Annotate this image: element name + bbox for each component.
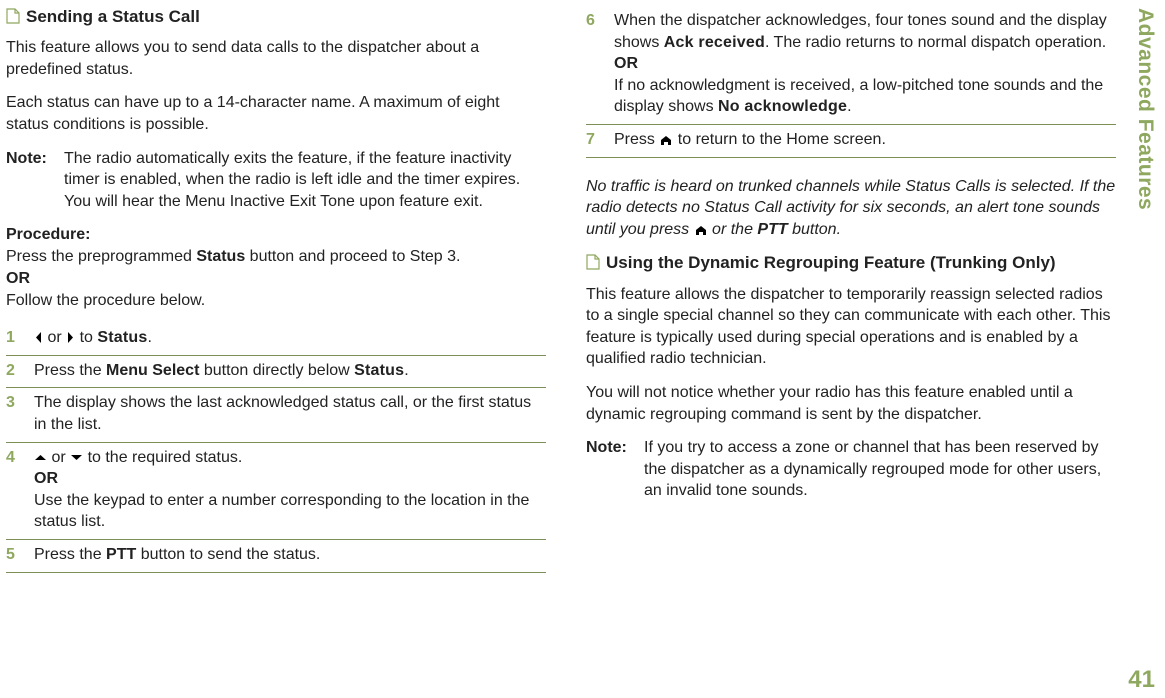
- step-body: Press to return to the Home screen.: [614, 129, 1116, 151]
- proc-text-3: Follow the procedure below.: [6, 292, 205, 309]
- proc-text-1: Press the preprogrammed: [6, 248, 196, 265]
- intro-paragraph-1: This feature allows you to send data cal…: [6, 37, 546, 80]
- dynreg-p2: You will not notice whether your radio h…: [586, 382, 1116, 425]
- step-2: 2 Press the Menu Select button directly …: [6, 356, 546, 389]
- step-number: 2: [6, 360, 34, 382]
- s6-d: .: [847, 98, 851, 115]
- s6-ui2: No acknowledge: [718, 98, 847, 115]
- s2-a: Press the: [34, 362, 106, 379]
- section-heading-row: Sending a Status Call: [6, 6, 546, 27]
- s2-b: button directly below: [199, 362, 354, 379]
- home-icon: [659, 134, 673, 146]
- s5-a: Press the: [34, 546, 106, 563]
- step-7: 7 Press to return to the Home screen.: [586, 125, 1116, 158]
- s7-a: Press: [614, 131, 659, 148]
- dynreg-p1: This feature allows the dispatcher to te…: [586, 284, 1116, 370]
- heading-dynamic-regrouping: Using the Dynamic Regrouping Feature (Tr…: [606, 252, 1056, 273]
- s6-ui1: Ack received: [664, 34, 765, 51]
- italic-ptt: PTT: [757, 221, 787, 238]
- note-block-2: Note: If you try to access a zone or cha…: [586, 437, 1116, 502]
- step-1: 1 or to Status.: [6, 323, 546, 356]
- document-icon: [6, 8, 20, 24]
- down-arrow-icon: [70, 453, 83, 462]
- s6-b: . The radio returns to normal dispatch o…: [765, 34, 1106, 51]
- s2-ui: Status: [354, 362, 404, 379]
- left-arrow-icon: [34, 331, 43, 344]
- right-column: 6 When the dispatcher acknowledges, four…: [556, 6, 1116, 690]
- section-heading-row-2: Using the Dynamic Regrouping Feature (Tr…: [586, 252, 1116, 273]
- step-6: 6 When the dispatcher acknowledges, four…: [586, 6, 1116, 125]
- s4-b: Use the keypad to enter a number corresp…: [34, 492, 529, 531]
- s5-b: button to send the status.: [136, 546, 320, 563]
- italic-c: button.: [788, 221, 841, 238]
- document-icon: [586, 254, 600, 270]
- step-number: 4: [6, 447, 34, 533]
- step-5: 5 Press the PTT button to send the statu…: [6, 540, 546, 573]
- s4-OR: OR: [34, 470, 58, 487]
- step-body: Press the PTT button to send the status.: [34, 544, 546, 566]
- s7-b: to return to the Home screen.: [673, 131, 886, 148]
- note-body: If you try to access a zone or channel t…: [644, 437, 1116, 502]
- proc-or: OR: [6, 270, 30, 287]
- proc-text-2: button and proceed to Step 3.: [245, 248, 460, 265]
- up-arrow-icon: [34, 453, 47, 462]
- note-body: The radio automatically exits the featur…: [64, 148, 546, 213]
- s5-ptt: PTT: [106, 546, 136, 563]
- s2-menu-select: Menu Select: [106, 362, 199, 379]
- step-body: or to the required status. OR Use the ke…: [34, 447, 546, 533]
- proc-status-word: Status: [196, 248, 245, 265]
- step-number: 1: [6, 327, 34, 349]
- step-4: 4 or to the required status. OR Use the …: [6, 443, 546, 540]
- home-icon: [694, 224, 708, 236]
- s4-or: or: [47, 449, 70, 466]
- step-number: 3: [6, 392, 34, 435]
- s2-dot: .: [404, 362, 408, 379]
- left-column: Sending a Status Call This feature allow…: [6, 6, 556, 690]
- manual-page: Sending a Status Call This feature allow…: [0, 0, 1165, 698]
- procedure-body: Press the preprogrammed Status button an…: [6, 246, 546, 311]
- step-body: When the dispatcher acknowledges, four t…: [614, 10, 1116, 118]
- note-block: Note: The radio automatically exits the …: [6, 148, 546, 213]
- step1-ui: Status: [97, 329, 147, 346]
- note-label: Note:: [586, 437, 644, 502]
- italic-b: or the: [708, 221, 758, 238]
- step1-to: to: [75, 329, 97, 346]
- note-label: Note:: [6, 148, 64, 213]
- step-3: 3 The display shows the last acknowledge…: [6, 388, 546, 442]
- s6-c: If no acknowledgment is received, a low-…: [614, 77, 1103, 116]
- page-number: 41: [1128, 666, 1155, 694]
- s6-OR: OR: [614, 55, 638, 72]
- step1-or: or: [43, 329, 66, 346]
- step1-dot: .: [147, 329, 151, 346]
- step-body: Press the Menu Select button directly be…: [34, 360, 546, 382]
- intro-paragraph-2: Each status can have up to a 14-characte…: [6, 92, 546, 135]
- status-call-italic-note: No traffic is heard on trunked channels …: [586, 176, 1116, 241]
- step-body: The display shows the last acknowledged …: [34, 392, 546, 435]
- side-tab-label: Advanced Features: [1133, 8, 1157, 210]
- procedure-label: Procedure:: [6, 226, 546, 244]
- step-number: 6: [586, 10, 614, 118]
- step-body: or to Status.: [34, 327, 546, 349]
- right-arrow-icon: [66, 331, 75, 344]
- s4-a: to the required status.: [83, 449, 242, 466]
- italic-a: No traffic is heard on trunked channels …: [586, 178, 1115, 238]
- heading-sending-status-call: Sending a Status Call: [26, 6, 200, 27]
- step-number: 5: [6, 544, 34, 566]
- step-number: 7: [586, 129, 614, 151]
